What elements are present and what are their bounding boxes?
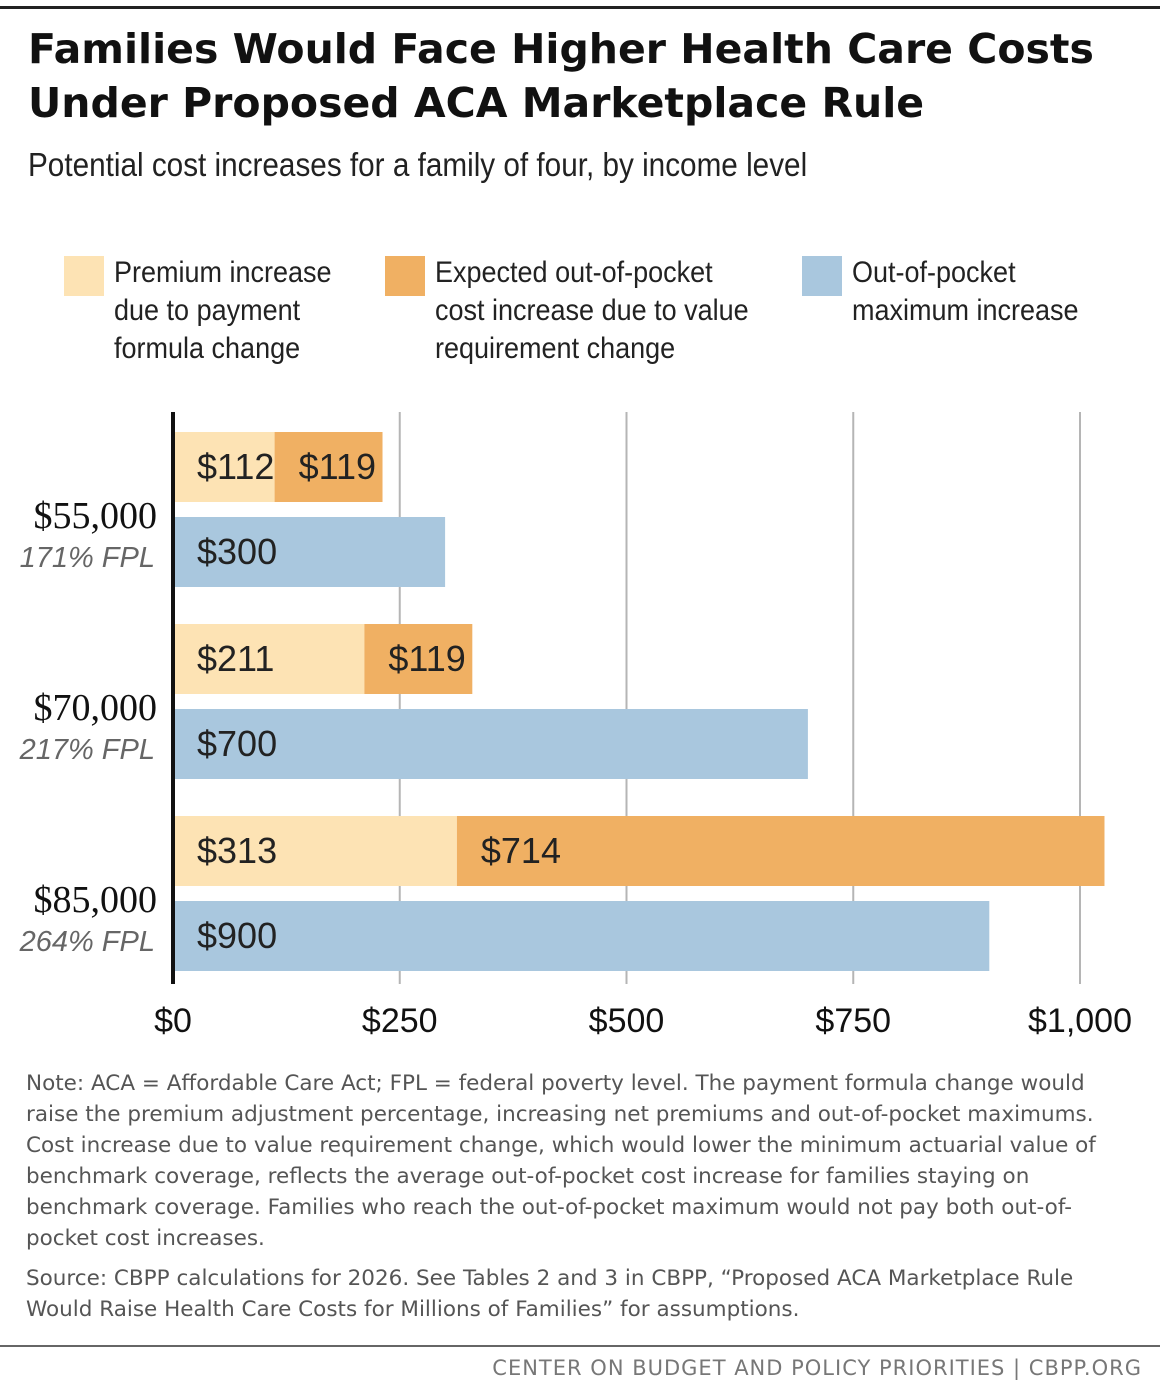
x-tick-label: $500	[589, 1002, 665, 1040]
footer-credit: CENTER ON BUDGET AND POLICY PRIORITIES |…	[492, 1356, 1142, 1380]
bar-value-label: $700	[197, 723, 277, 764]
category-sublabel: 264% FPL	[19, 926, 155, 958]
bottom-rule	[0, 1345, 1160, 1347]
bar-segment	[456, 816, 1105, 886]
legend-swatch-premium	[64, 256, 104, 296]
bar-segment	[173, 624, 365, 694]
bar-segment	[173, 901, 990, 971]
category-label: $55,000	[34, 495, 158, 537]
category-label: $85,000	[34, 879, 158, 921]
bar-chart: $112 $119 $300 $55,000 171% FPL $211 $119 $700 $…	[19, 412, 1132, 1040]
chart-subtitle: Potential cost increases for a family of…	[28, 146, 808, 183]
bar-segment	[364, 624, 473, 694]
legend-label-oop-max: Out-of-pocket maximum increase	[852, 256, 1079, 327]
chart-note: Note: ACA = Affordable Care Act; FPL = f…	[26, 1071, 1096, 1251]
legend-swatch-oop-max	[802, 256, 842, 296]
bar-value-label: $112	[197, 446, 274, 487]
chart-source: Source: CBPP calculations for 2026. See …	[26, 1266, 1074, 1322]
bar-value-label: $211	[197, 638, 274, 679]
bar-segment	[173, 517, 446, 587]
bar-value-label: $119	[388, 638, 465, 679]
x-tick-label: $250	[362, 1002, 438, 1040]
category-sublabel: 171% FPL	[20, 542, 155, 574]
bar-segment	[173, 816, 457, 886]
category-label: $70,000	[34, 687, 158, 729]
bar-value-label: $714	[481, 830, 561, 871]
x-tick-label: $1,000	[1028, 1002, 1132, 1040]
bar-value-label: $300	[197, 531, 277, 572]
category-sublabel: 217% FPL	[19, 734, 155, 766]
bar-value-label: $900	[197, 915, 277, 956]
chart-title: Families Would Face Higher Health Care C…	[28, 25, 1094, 127]
bar-segment	[274, 432, 383, 502]
legend-label-premium: Premium increase due to payment formula …	[114, 256, 332, 365]
bar-segment	[173, 432, 275, 502]
bar-segment	[173, 709, 808, 779]
top-rule	[0, 6, 1160, 9]
bar-value-label: $313	[197, 830, 277, 871]
bar-value-label: $119	[299, 446, 376, 487]
x-tick-label: $0	[154, 1002, 192, 1040]
legend-label-expected-oop: Expected out-of-pocket cost increase due…	[435, 256, 749, 365]
x-tick-label: $750	[815, 1002, 891, 1040]
legend-swatch-expected-oop	[385, 256, 425, 296]
